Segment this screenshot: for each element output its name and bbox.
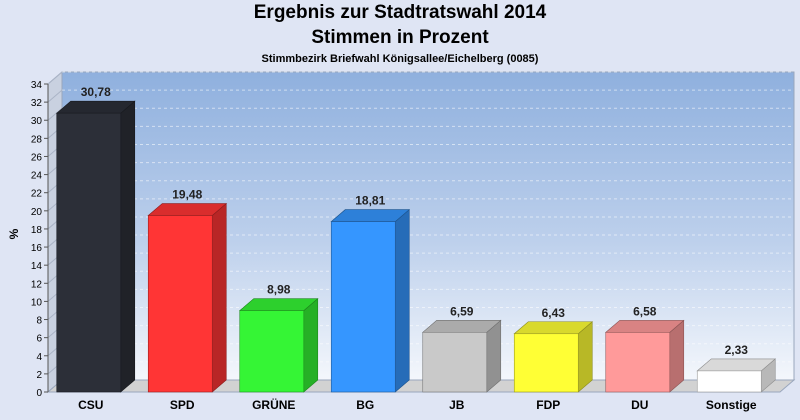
- y-tick-label: 16: [31, 243, 43, 254]
- data-label: 2,33: [725, 343, 749, 357]
- y-tick-label: 2: [36, 370, 42, 381]
- x-tick-label: Sonstige: [706, 398, 757, 412]
- y-tick-label: 12: [31, 279, 43, 290]
- gridline-side: [47, 107, 63, 121]
- bar-top: [696, 358, 777, 372]
- bar-top: [238, 298, 319, 311]
- y-tick-label: 30: [31, 116, 43, 127]
- bar-side: [120, 100, 136, 393]
- chart-title-line-2: Stimmen in Prozent: [311, 27, 489, 48]
- bar-top: [55, 100, 136, 114]
- bar-side: [486, 319, 502, 393]
- data-label: 19,48: [172, 188, 202, 202]
- x-tick-label: SPD: [170, 398, 195, 412]
- bar: [330, 221, 396, 393]
- data-label: 18,81: [355, 194, 385, 208]
- y-tick-label: 8: [36, 316, 42, 327]
- data-label: 6,58: [633, 304, 657, 318]
- bar: [56, 112, 122, 393]
- y-tick-label: 0: [36, 388, 42, 399]
- bar: [696, 370, 762, 393]
- y-tick-label: 24: [31, 171, 43, 182]
- bar-top: [604, 320, 685, 333]
- y-tick-label: 28: [31, 134, 43, 145]
- data-label: 6,59: [450, 304, 474, 318]
- x-tick-label: BG: [356, 398, 374, 412]
- data-label: 8,98: [267, 283, 291, 297]
- bar-side: [303, 297, 319, 393]
- bar: [239, 310, 305, 393]
- y-tick-label: 10: [31, 297, 43, 308]
- bar-side: [394, 208, 410, 393]
- bar-top: [147, 203, 228, 216]
- x-tick-label: JB: [449, 398, 465, 412]
- y-tick-label: 26: [31, 152, 43, 163]
- y-axis-label: %: [7, 228, 21, 239]
- bar-side: [669, 319, 685, 393]
- data-label: 6,43: [542, 306, 566, 320]
- x-tick-label: DU: [631, 398, 648, 412]
- y-tick-label: 34: [31, 80, 43, 91]
- bar: [513, 333, 579, 393]
- y-tick-label: 14: [31, 261, 43, 272]
- x-tick-label: GRÜNE: [252, 397, 295, 412]
- bar-top: [421, 320, 502, 333]
- gridline-side: [47, 89, 63, 103]
- bar-top: [330, 209, 411, 222]
- y-tick-label: 20: [31, 207, 43, 218]
- x-tick-label: FDP: [536, 398, 560, 412]
- chart-title: Ergebnis zur Stadtratswahl 2014: [253, 2, 547, 23]
- bar: [422, 332, 488, 393]
- y-tick-label: 4: [36, 352, 42, 363]
- chart-subtitle: Stimmbezirk Briefwahl Königsallee/Eichel…: [261, 53, 539, 65]
- y-tick-label: 32: [31, 98, 43, 109]
- bar: [147, 215, 213, 393]
- bar-top: [513, 321, 594, 335]
- data-label: 30,78: [81, 85, 111, 99]
- y-tick-label: 6: [36, 334, 42, 345]
- bar: [605, 332, 671, 393]
- x-tick-label: CSU: [78, 398, 103, 412]
- gridline-side: [47, 71, 63, 85]
- bar-side: [211, 202, 227, 393]
- y-tick-label: 18: [31, 225, 43, 236]
- y-tick-label: 22: [31, 189, 43, 200]
